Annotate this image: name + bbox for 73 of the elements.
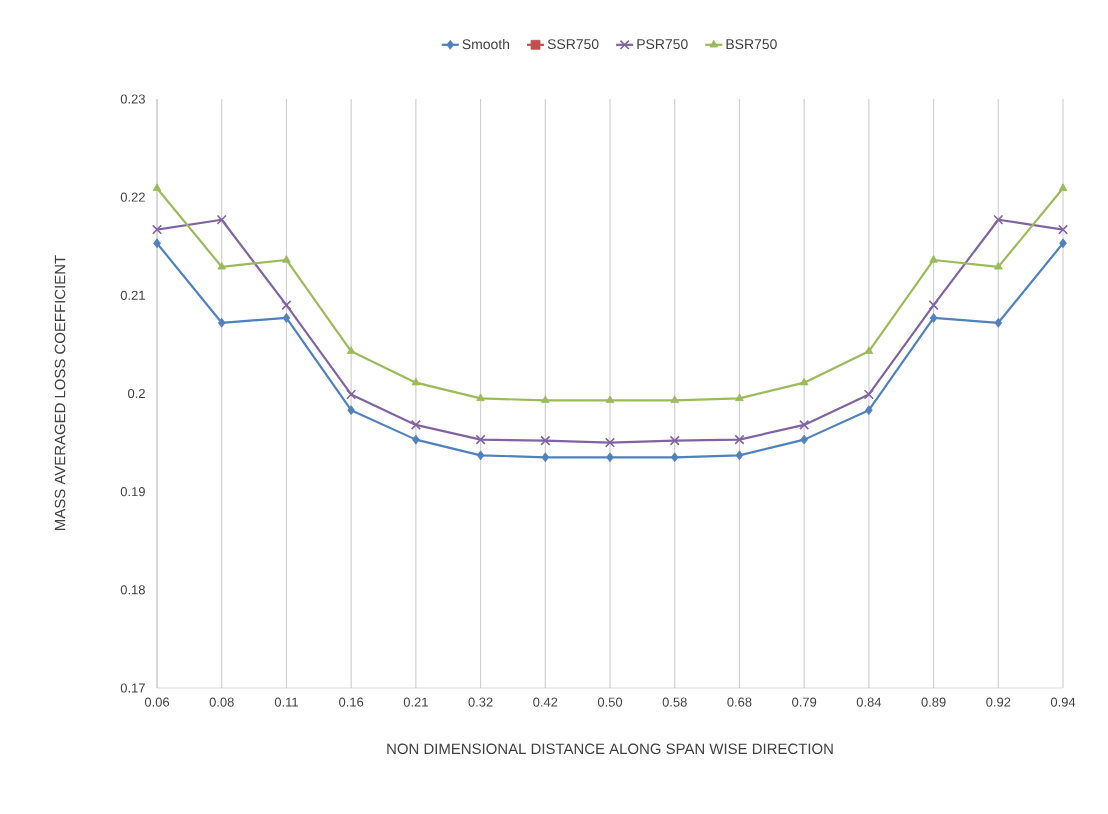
x-tick-label: 0.08	[209, 697, 234, 707]
point	[282, 313, 291, 323]
x-tick-label: 0.32	[468, 697, 493, 707]
point	[994, 317, 1003, 328]
point	[864, 346, 874, 354]
point	[929, 313, 938, 323]
point	[994, 261, 1003, 270]
point	[928, 300, 939, 311]
point	[606, 452, 614, 463]
point	[670, 452, 679, 463]
point	[1059, 238, 1067, 249]
point	[217, 317, 226, 328]
point	[605, 395, 615, 403]
point	[670, 395, 680, 403]
point	[281, 300, 292, 311]
point	[282, 255, 291, 263]
x-tick-label: 0.84	[856, 697, 882, 707]
point	[865, 405, 873, 416]
x-tick-label: 0.79	[792, 697, 817, 707]
point	[799, 377, 809, 386]
y-axis-title: MASS AVERAGED LOSS COEFFICIENT	[54, 255, 66, 530]
x-axis-title: NON DIMENSIONAL DISTANCE ALONG SPAN WISE DIRECTION	[387, 743, 833, 755]
point	[1057, 224, 1069, 235]
point	[476, 393, 485, 402]
x-tick-label: 0.50	[597, 697, 623, 707]
legend-label: Smooth	[462, 39, 510, 50]
point	[347, 405, 355, 416]
point	[541, 395, 550, 403]
point	[411, 377, 421, 386]
point	[410, 419, 421, 430]
point	[216, 214, 227, 225]
legend-label: BSR750	[726, 39, 777, 50]
x-tick-label: 0.21	[403, 697, 428, 707]
y-tick-label: 0.18	[120, 585, 145, 595]
y-tick-label: 0.21	[120, 290, 145, 300]
point	[800, 434, 808, 445]
x-tick-label: 0.58	[662, 697, 687, 707]
x-tick-label: 0.06	[144, 697, 170, 707]
legend-label: PSR750	[637, 39, 688, 50]
y-tick-label: 0.17	[120, 683, 145, 693]
point	[412, 434, 420, 445]
x-tick-label: 0.89	[921, 697, 946, 707]
x-tick-label: 0.92	[986, 697, 1011, 707]
x-tick-label: 0.68	[727, 697, 752, 707]
point	[151, 224, 163, 235]
point	[475, 434, 486, 445]
point	[799, 419, 810, 430]
x-tick-label: 0.16	[339, 697, 364, 707]
point	[734, 434, 745, 445]
y-tick-label: 0.22	[120, 192, 145, 202]
y-tick-label: 0.2	[127, 388, 145, 399]
point	[993, 214, 1004, 225]
point	[540, 435, 551, 446]
point	[476, 450, 485, 461]
point	[669, 435, 680, 446]
point	[604, 437, 616, 448]
point	[346, 346, 356, 354]
point	[735, 450, 744, 461]
point	[929, 255, 938, 263]
y-tick-label: 0.23	[120, 94, 145, 104]
point	[346, 389, 357, 400]
legend-label: SSR750	[547, 39, 599, 50]
y-tick-label: 0.19	[120, 487, 145, 497]
x-tick-label: 0.11	[274, 697, 298, 707]
x-tick-label: 0.94	[1050, 697, 1076, 707]
point	[1058, 183, 1068, 191]
point	[152, 183, 162, 191]
x-tick-label: 0.42	[533, 697, 558, 707]
point	[541, 452, 550, 463]
point	[735, 393, 744, 402]
point	[217, 261, 226, 270]
point	[153, 238, 161, 249]
point	[863, 389, 874, 400]
